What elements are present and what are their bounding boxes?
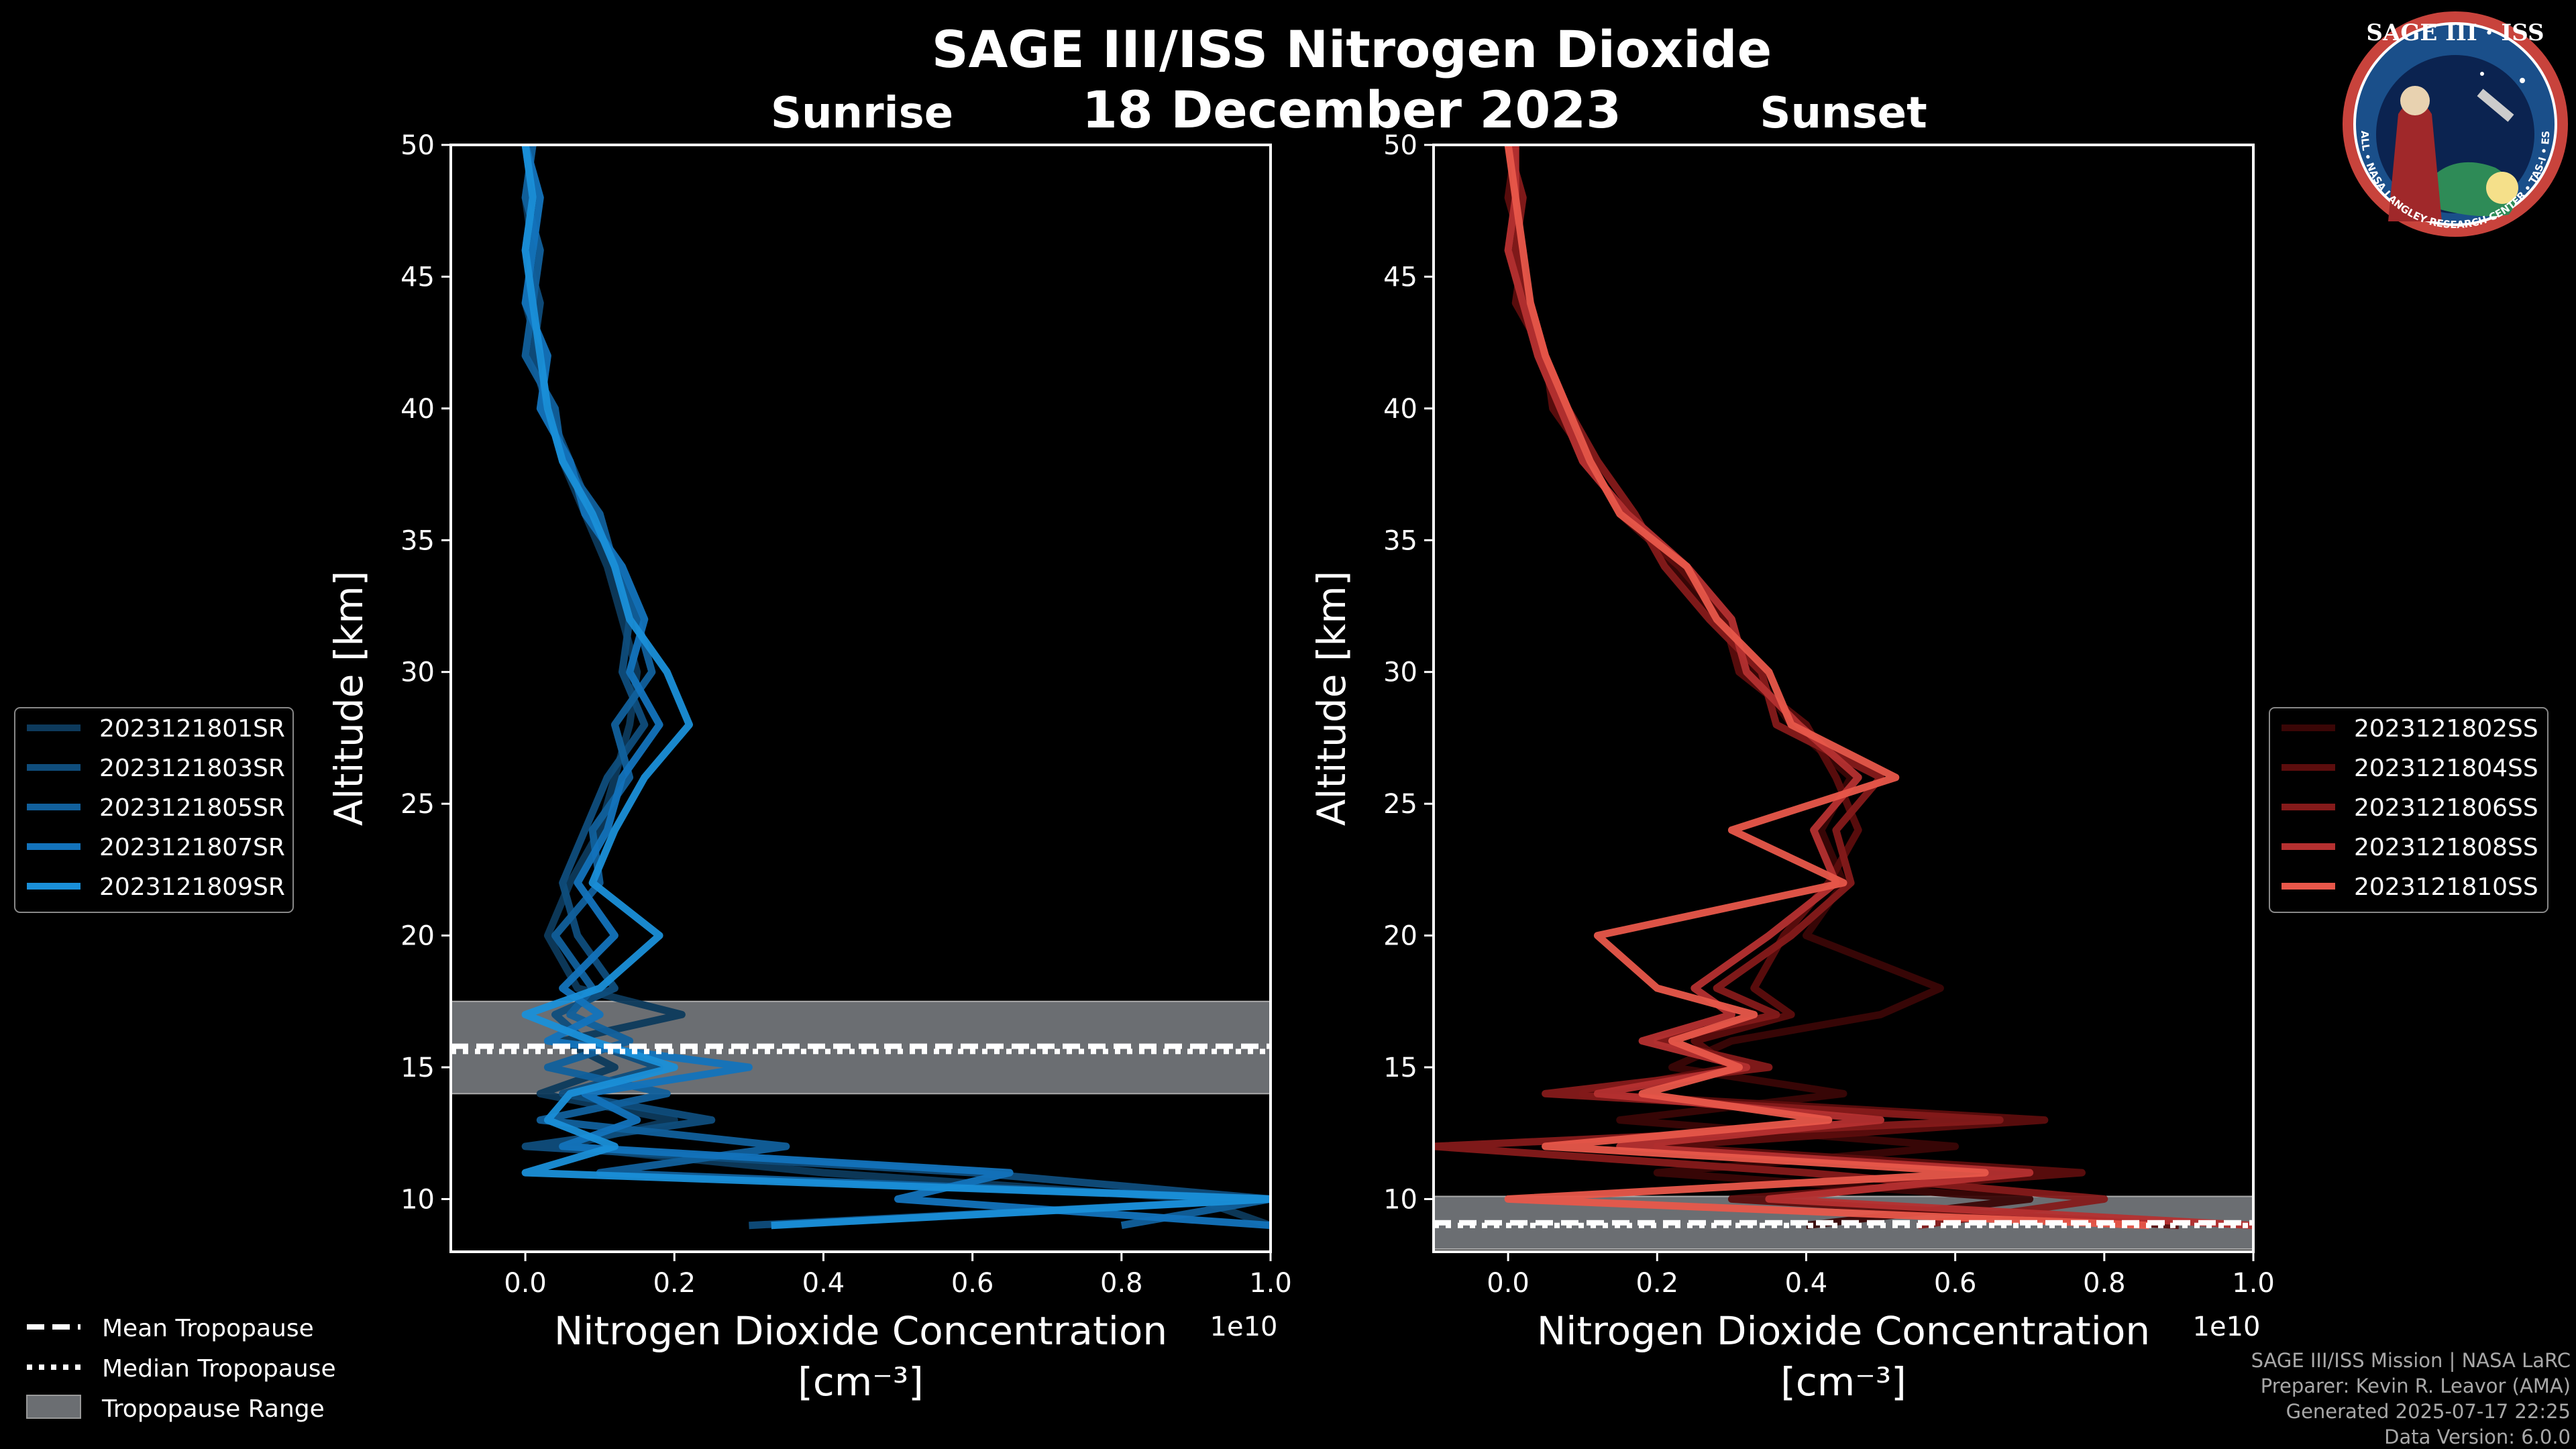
mean-tropopause-label: Mean Tropopause — [102, 1315, 314, 1342]
sunrise-x-axis-label: Nitrogen Dioxide Concentration — [554, 1308, 1167, 1354]
star-icon — [2520, 78, 2525, 83]
sunset-xtick-label: 1.0 — [2232, 1268, 2275, 1299]
credits: SAGE III/ISS Mission | NASA LaRC Prepare… — [2251, 1349, 2571, 1448]
sunset-xtick-label: 0.6 — [1934, 1268, 1977, 1299]
sunset-legend-label-2023121804SS: 2023121804SS — [2354, 755, 2538, 782]
sunset-x-scale-factor: 1e10 — [2193, 1311, 2261, 1342]
logo-title: SAGE III · ISS — [2366, 19, 2544, 46]
sunrise-ytick-label: 20 — [400, 921, 435, 952]
sunset-xtick-label: 0.4 — [1785, 1268, 1828, 1299]
sunrise-xtick-label: 0.4 — [802, 1268, 845, 1299]
sunset-ytick-label: 40 — [1383, 394, 1417, 425]
chart-title: SAGE III/ISS Nitrogen Dioxide — [932, 19, 1772, 79]
sunrise-xtick-label: 0.0 — [504, 1268, 547, 1299]
tropopause-range-swatch — [26, 1395, 81, 1419]
sunrise-ytick-label: 10 — [400, 1184, 435, 1215]
sunset-ytick-label: 25 — [1383, 789, 1417, 820]
sunrise-xtick-label: 0.2 — [653, 1268, 696, 1299]
sunset-ytick-label: 50 — [1383, 130, 1417, 161]
credit-preparer: Preparer: Kevin R. Leavor (AMA) — [2261, 1375, 2571, 1397]
sunrise-x-axis-unit: [cm⁻³] — [798, 1359, 924, 1405]
sunset-ytick-label: 45 — [1383, 262, 1417, 292]
sunrise-xtick-label: 0.6 — [951, 1268, 994, 1299]
sunrise-legend-label-2023121805SR: 2023121805SR — [99, 794, 285, 822]
iss-icon — [2477, 89, 2514, 122]
sunrise-ytick-label: 45 — [400, 262, 435, 292]
sunrise-legend: 2023121801SR 2023121803SR 2023121805SR 2023… — [14, 707, 294, 913]
sunrise-ytick-label: 50 — [400, 130, 435, 161]
sunrise-xtick-label: 0.8 — [1100, 1268, 1143, 1299]
moon-icon — [2486, 172, 2518, 204]
sunrise-ytick-label: 35 — [400, 525, 435, 556]
earth-icon — [2415, 162, 2517, 217]
sunrise-x-scale-factor: 1e10 — [1210, 1311, 1278, 1342]
sunset-series-2023121808SS — [1504, 145, 2253, 1230]
sunrise-ytick-label: 30 — [400, 657, 435, 688]
sunset-ytick-label: 35 — [1383, 525, 1417, 556]
sunrise-panel: 0.0 0.2 0.4 0.6 0.8 1.0 10 15 20 25 30 35 40 45 50 1e10… — [326, 130, 1292, 1405]
sunrise-series-group — [521, 145, 1271, 1230]
sunrise-legend-label-2023121803SR: 2023121803SR — [99, 755, 285, 782]
sunrise-series-2023121807SR — [521, 145, 1271, 1230]
scientist-figure-icon — [2388, 101, 2442, 221]
sunrise-legend-frame — [14, 707, 294, 913]
sunset-subtitle: Sunset — [1760, 89, 1927, 138]
sunset-xtick-label: 0.2 — [1635, 1268, 1678, 1299]
sunset-ytick-label: 10 — [1383, 1184, 1417, 1215]
sunrise-legend-label-2023121801SR: 2023121801SR — [99, 715, 285, 743]
sunset-ytick-label: 30 — [1383, 657, 1417, 688]
sunset-series-2023121810SS — [1504, 145, 2149, 1230]
sunrise-series-2023121803SR — [521, 145, 1271, 1230]
sunrise-subtitle: Sunrise — [771, 89, 953, 138]
credit-generated: Generated 2025-07-17 22:25 — [2286, 1400, 2571, 1423]
sunset-ytick-label: 20 — [1383, 921, 1417, 952]
sunset-xtick-label: 0.8 — [2083, 1268, 2126, 1299]
sunset-ytick-label: 15 — [1383, 1053, 1417, 1083]
tropopause-range-label: Tropopause Range — [101, 1395, 325, 1423]
sunrise-axes-frame — [449, 144, 1272, 1253]
sunset-xtick-label: 0.0 — [1487, 1268, 1529, 1299]
sunrise-series-2023121809SR — [521, 145, 1271, 1230]
sunset-series-2023121804SS — [1504, 145, 2180, 1230]
credit-mission: SAGE III/ISS Mission | NASA LaRC — [2251, 1349, 2571, 1372]
sunrise-ytick-label: 15 — [400, 1053, 435, 1083]
scientist-head-icon — [2400, 86, 2430, 115]
sunrise-legend-label-2023121807SR: 2023121807SR — [99, 834, 285, 861]
sunset-y-axis-label: Altitude [km] — [1309, 571, 1354, 826]
sunrise-xtick-label: 1.0 — [1249, 1268, 1292, 1299]
sunset-axes-frame — [1432, 144, 2255, 1253]
sunrise-ytick-label: 25 — [400, 789, 435, 820]
tropopause-legend: Mean Tropopause Median Tropopause Tropop… — [26, 1315, 336, 1423]
sunset-legend-label-2023121806SS: 2023121806SS — [2354, 794, 2538, 822]
chart-date: 18 December 2023 — [1082, 80, 1621, 140]
sunrise-legend-label-2023121809SR: 2023121809SR — [99, 873, 285, 901]
median-tropopause-label: Median Tropopause — [102, 1355, 336, 1383]
sunset-x-axis-label: Nitrogen Dioxide Concentration — [1537, 1308, 2150, 1354]
credit-data-version: Data Version: 6.0.0 — [2384, 1426, 2571, 1448]
star-icon-2 — [2480, 72, 2484, 76]
sunset-series-group — [1434, 145, 2253, 1230]
sunset-legend-label-2023121808SS: 2023121808SS — [2354, 834, 2538, 861]
sunrise-y-axis-label: Altitude [km] — [326, 571, 372, 826]
sunset-legend: 2023121802SS 2023121804SS 2023121806SS 2023… — [2269, 707, 2548, 913]
sunset-legend-frame — [2269, 707, 2548, 913]
sunset-x-axis-unit: [cm⁻³] — [1780, 1359, 1907, 1405]
sunrise-ytick-label: 40 — [400, 394, 435, 425]
sunset-legend-label-2023121802SS: 2023121802SS — [2354, 715, 2538, 743]
sunset-legend-label-2023121810SS: 2023121810SS — [2354, 873, 2538, 901]
sunset-panel: 0.0 0.2 0.4 0.6 0.8 1.0 10 15 20 25 30 35 40 45 50 1e10… — [1309, 130, 2275, 1405]
